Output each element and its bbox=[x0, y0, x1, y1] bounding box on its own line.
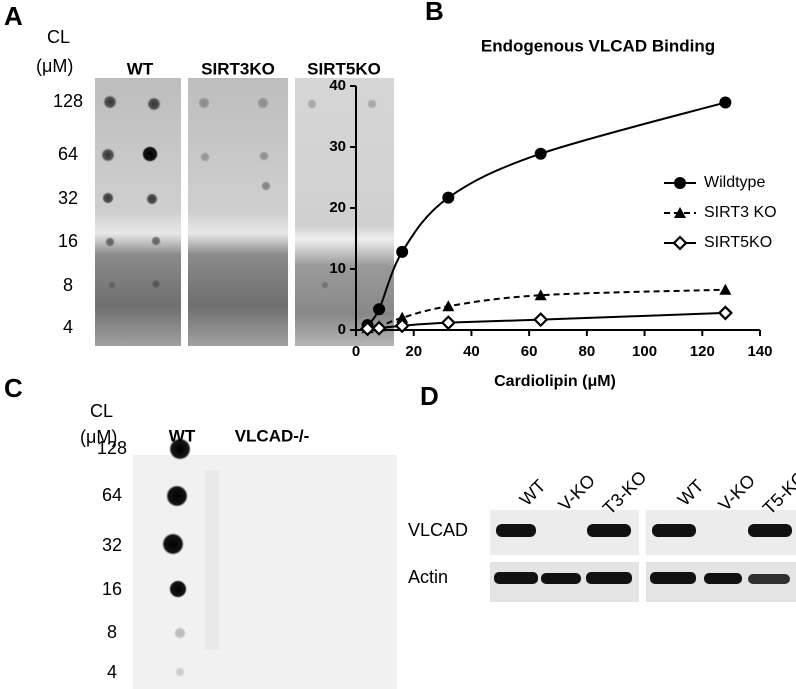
chart-title: Endogenous VLCAD Binding bbox=[481, 36, 715, 55]
concentration-label: 64 bbox=[58, 144, 78, 164]
concentration-label: 32 bbox=[102, 535, 122, 555]
column-header: SIRT3KO bbox=[201, 59, 275, 78]
concentration-label: 128 bbox=[53, 91, 83, 111]
marker bbox=[371, 320, 387, 336]
row-label: Actin bbox=[408, 567, 448, 587]
lane-label: WT bbox=[674, 476, 708, 510]
x-axis-label: Cardiolipin (μM) bbox=[494, 373, 616, 390]
panel-label: D bbox=[420, 381, 439, 411]
x-tick-label: 20 bbox=[405, 343, 422, 360]
series-line bbox=[366, 101, 726, 326]
column-header: WT bbox=[169, 426, 196, 445]
concentration-label: 64 bbox=[102, 485, 122, 505]
panel-label: C bbox=[4, 373, 23, 403]
column-header: SIRT5KO bbox=[307, 59, 381, 78]
lane-label: V-KO bbox=[714, 470, 759, 515]
concentration-label: 16 bbox=[58, 231, 78, 251]
blot bbox=[95, 78, 181, 346]
y-tick-label: 30 bbox=[329, 138, 346, 155]
unit-label: (μM) bbox=[80, 427, 117, 447]
marker bbox=[672, 235, 688, 251]
concentration-label: 8 bbox=[63, 275, 73, 295]
panel-d: D bbox=[420, 381, 796, 602]
row-label: VLCAD bbox=[408, 520, 468, 540]
x-tick-label: 40 bbox=[463, 343, 480, 360]
blot bbox=[188, 78, 288, 346]
column-header: WT bbox=[127, 59, 154, 78]
marker bbox=[359, 321, 376, 337]
panel-label: A bbox=[4, 1, 23, 31]
x-tick-label: 60 bbox=[521, 343, 538, 360]
marker bbox=[674, 207, 686, 218]
y-tick-label: 40 bbox=[329, 77, 346, 94]
marker bbox=[442, 300, 455, 312]
marker bbox=[533, 312, 549, 328]
blot-dots bbox=[101, 95, 377, 289]
marker bbox=[719, 96, 732, 109]
concentration-label: 32 bbox=[58, 188, 78, 208]
x-tick-label: 80 bbox=[579, 343, 596, 360]
plot: 0 10 20 30 40 0 20 40 60 80 100 120 140 Wildtype SIRT3… bbox=[329, 77, 776, 360]
concentration-label: 4 bbox=[107, 662, 117, 682]
marker bbox=[394, 318, 410, 334]
marker bbox=[396, 311, 409, 323]
concentration-label: 4 bbox=[63, 317, 73, 337]
y-tick-label: 0 bbox=[338, 321, 346, 338]
marker bbox=[373, 303, 386, 316]
column-header: VLCAD-/- bbox=[235, 426, 310, 445]
legend-label: SIRT3 KO bbox=[704, 204, 777, 221]
marker bbox=[534, 289, 547, 301]
cl-label: CL bbox=[90, 401, 113, 421]
legend-label: SIRT5KO bbox=[704, 234, 772, 251]
concentration-label: 16 bbox=[102, 579, 122, 599]
x-tick-label: 100 bbox=[632, 343, 657, 360]
panel-c: C CL (μM) bbox=[4, 373, 397, 689]
y-tick-label: 20 bbox=[329, 199, 346, 216]
cl-label: CL bbox=[47, 27, 70, 47]
marker bbox=[719, 283, 732, 295]
marker bbox=[442, 191, 455, 204]
lane-label: WT bbox=[516, 476, 550, 510]
unit-label: (μM) bbox=[36, 56, 73, 76]
marker bbox=[534, 147, 547, 160]
panel-label: B bbox=[425, 0, 444, 26]
panel-a: A CL (μM) bbox=[4, 1, 394, 346]
marker bbox=[717, 305, 733, 321]
concentration-label: 8 bbox=[107, 622, 117, 642]
lane-label: V-KO bbox=[554, 470, 599, 515]
x-tick-label: 120 bbox=[690, 343, 715, 360]
marker bbox=[396, 245, 409, 258]
x-tick-label: 140 bbox=[747, 343, 772, 360]
y-tick-label: 10 bbox=[329, 260, 346, 277]
marker bbox=[674, 177, 686, 189]
legend-label: Wildtype bbox=[704, 174, 765, 191]
x-tick-label: 0 bbox=[352, 343, 360, 360]
series-line bbox=[367, 288, 726, 330]
concentration-label: 128 bbox=[97, 438, 127, 458]
marker bbox=[440, 315, 456, 331]
blot bbox=[295, 78, 394, 346]
